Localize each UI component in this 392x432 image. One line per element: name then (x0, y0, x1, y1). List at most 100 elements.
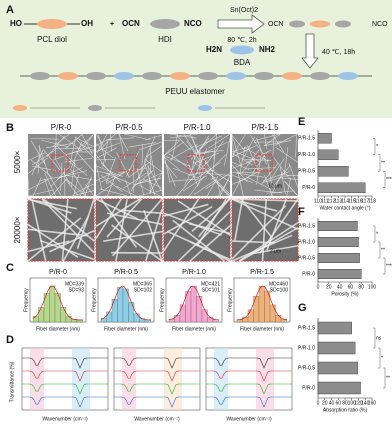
fiber (102, 140, 109, 168)
bda-segment (230, 45, 254, 55)
fiber (208, 133, 231, 149)
histogram-title: P/R-0 (49, 269, 67, 276)
x-tick-label: 117 (361, 198, 369, 204)
x-tick-label: 100 (348, 400, 357, 406)
fiber (109, 133, 113, 152)
fiber (55, 133, 57, 160)
x-tick-label: 20 (322, 400, 328, 406)
fiber (254, 189, 283, 194)
condition: 80 ℃, 2h (227, 37, 256, 44)
significance-label: * (376, 231, 378, 237)
fiber (51, 179, 67, 197)
fiber (32, 165, 60, 172)
fiber (254, 133, 281, 141)
fiber (143, 161, 153, 189)
fiber (164, 155, 191, 167)
x-tick-label: 80 (358, 284, 364, 290)
scale-bar-label: 10 μm (268, 183, 282, 189)
fiber (139, 141, 163, 151)
histogram-bar (111, 299, 118, 323)
fit-curve (236, 285, 288, 321)
chain-segment (170, 72, 190, 80)
fiber (231, 179, 241, 197)
plus: + (110, 21, 114, 28)
fiber (95, 198, 141, 227)
fiber (100, 174, 124, 193)
fiber (163, 212, 222, 236)
spectrum (206, 383, 292, 395)
fiber (170, 178, 199, 182)
fiber (27, 176, 29, 197)
fiber (98, 133, 108, 151)
fiber (97, 133, 116, 153)
fiber (95, 163, 103, 191)
highlight-band (122, 348, 136, 410)
histogram-bar (201, 309, 208, 323)
fiber (246, 176, 272, 190)
chem-text: NCO (184, 19, 202, 28)
panel-label: G (298, 302, 307, 314)
column-label: P/R-0.5 (115, 123, 143, 132)
fiber (205, 173, 230, 189)
stat-text: SD=102 (134, 287, 152, 293)
bar (317, 166, 349, 177)
fiber (189, 241, 231, 262)
fiber (95, 182, 115, 197)
fiber (232, 172, 261, 174)
fiber (138, 184, 160, 197)
histogram-bar (247, 309, 254, 323)
fiber (188, 161, 208, 183)
fiber (169, 133, 197, 139)
spectrum (114, 357, 200, 369)
bar (317, 133, 332, 144)
reaction-arrow (217, 14, 265, 34)
fiber (30, 159, 53, 179)
fiber (30, 140, 46, 165)
spectrum (114, 396, 200, 408)
histogram-bar (122, 288, 129, 323)
column-label: P/R-1.0 (183, 123, 211, 132)
fiber (288, 162, 299, 188)
fiber (246, 149, 272, 163)
chem-name: PCL diol (37, 35, 67, 44)
bar (317, 220, 358, 231)
fiber (231, 174, 253, 183)
fiber (136, 168, 145, 196)
histogram-bar (196, 296, 203, 323)
fiber (239, 146, 246, 174)
fiber (231, 205, 287, 260)
fiber (121, 209, 163, 214)
fiber (206, 173, 231, 176)
fiber (272, 133, 275, 156)
fiber (274, 133, 298, 146)
fiber (111, 224, 163, 262)
histogram-bar (106, 311, 113, 323)
fiber (280, 166, 286, 195)
x-tick-label: 40 (329, 400, 335, 406)
fiber (106, 198, 143, 238)
fit-curve (168, 285, 220, 321)
fiber (193, 152, 220, 164)
fiber (189, 175, 205, 197)
fiber (75, 137, 95, 148)
y-tick-label: P/R-1.5 (298, 325, 315, 331)
highlight-band (214, 348, 228, 410)
significance-bracket (378, 154, 381, 172)
axis-label: Frequency (159, 288, 165, 312)
x-tick-label: 116 (355, 198, 363, 204)
fiber (195, 150, 224, 154)
chem-text: NCO (372, 21, 388, 28)
column-label: P/R-0 (51, 123, 72, 132)
hdi-segment (335, 20, 351, 28)
fiber (138, 190, 163, 197)
fiber (84, 183, 95, 197)
y-tick-label: P/R-0.5 (298, 169, 315, 175)
chem-text: OCN (122, 19, 140, 28)
fiber (143, 135, 156, 162)
x-tick-label: 140 (361, 400, 370, 406)
fiber (193, 178, 218, 195)
fit-curve (100, 285, 152, 321)
fiber (220, 175, 231, 197)
chain-segment (198, 72, 218, 80)
fiber (231, 240, 275, 244)
